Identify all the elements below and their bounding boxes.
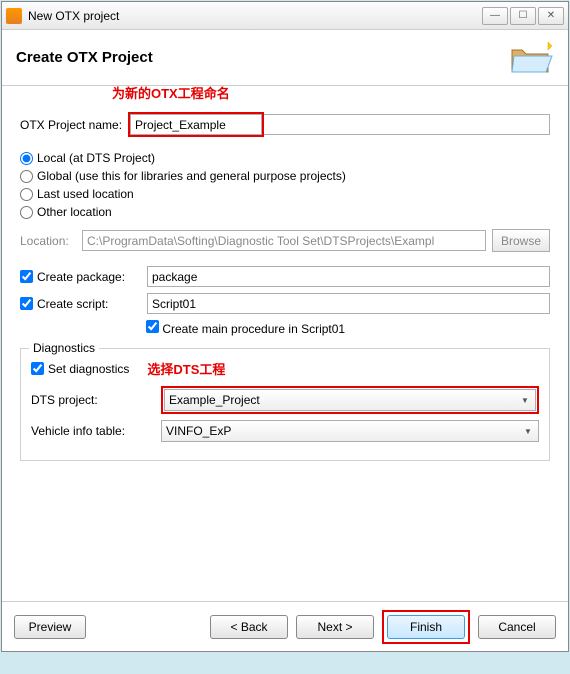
create-package-checkbox[interactable]: [20, 270, 33, 283]
location-radio-group: Local (at DTS Project) Global (use this …: [20, 151, 550, 219]
dts-project-combo[interactable]: Example_Project ▼: [164, 389, 536, 411]
radio-last[interactable]: Last used location: [20, 187, 550, 201]
app-icon: [6, 8, 22, 24]
chevron-down-icon: ▼: [520, 423, 536, 439]
next-button[interactable]: Next >: [296, 615, 374, 639]
diagnostics-fieldset: Diagnostics Set diagnostics 选择DTS工程 DTS …: [20, 348, 550, 461]
set-diagnostics-label: Set diagnostics: [48, 362, 129, 376]
vehicle-info-value: VINFO_ExP: [166, 424, 231, 438]
main-procedure-label: Create main procedure in Script01: [162, 322, 345, 336]
radio-other-input[interactable]: [20, 206, 33, 219]
dts-project-label: DTS project:: [31, 393, 161, 407]
dialog-title: Create OTX Project: [16, 49, 508, 66]
titlebar-text: New OTX project: [28, 9, 482, 23]
dialog-content: 为新的OTX工程命名 OTX Project name: Local (at D…: [2, 86, 568, 461]
radio-last-label: Last used location: [37, 187, 134, 201]
radio-global-input[interactable]: [20, 170, 33, 183]
diagnostics-legend: Diagnostics: [29, 341, 99, 355]
project-name-row: OTX Project name:: [20, 112, 550, 137]
annotation-name-hint: 为新的OTX工程命名: [112, 83, 230, 102]
set-diagnostics-row: Set diagnostics 选择DTS工程: [31, 359, 539, 378]
radio-last-input[interactable]: [20, 188, 33, 201]
script-name-input[interactable]: [147, 293, 550, 314]
set-diagnostics-checkbox[interactable]: [31, 362, 44, 375]
vehicle-info-label: Vehicle info table:: [31, 424, 161, 438]
finish-button[interactable]: Finish: [387, 615, 465, 639]
radio-local-input[interactable]: [20, 152, 33, 165]
location-label: Location:: [20, 234, 76, 248]
vehicle-info-row: Vehicle info table: VINFO_ExP ▼: [31, 420, 539, 442]
project-name-label: OTX Project name:: [20, 118, 122, 132]
package-name-input[interactable]: [147, 266, 550, 287]
create-package-row: Create package:: [20, 266, 550, 287]
dialog-window: New OTX project — ☐ ✕ Create OTX Project…: [1, 1, 569, 652]
button-bar: Preview < Back Next > Finish Cancel: [2, 601, 568, 651]
dts-project-row: DTS project: Example_Project ▼: [31, 386, 539, 414]
create-script-label: Create script:: [37, 297, 147, 311]
location-input: [82, 230, 486, 251]
folder-icon: [508, 40, 554, 76]
finish-highlight: Finish: [382, 610, 470, 644]
radio-global[interactable]: Global (use this for libraries and gener…: [20, 169, 550, 183]
chevron-down-icon: ▼: [517, 392, 533, 408]
browse-button: Browse: [492, 229, 550, 252]
main-procedure-checkbox[interactable]: [146, 320, 159, 333]
minimize-button[interactable]: —: [482, 7, 508, 25]
vehicle-info-combo[interactable]: VINFO_ExP ▼: [161, 420, 539, 442]
radio-local-label: Local (at DTS Project): [37, 151, 155, 165]
create-script-checkbox[interactable]: [20, 297, 33, 310]
create-package-label: Create package:: [37, 270, 147, 284]
project-name-input[interactable]: [130, 114, 262, 135]
dialog-header: Create OTX Project: [2, 30, 568, 86]
create-script-row: Create script:: [20, 293, 550, 314]
window-controls: — ☐ ✕: [482, 7, 564, 25]
preview-button[interactable]: Preview: [14, 615, 86, 639]
main-procedure-row: Create main procedure in Script01: [146, 320, 550, 336]
project-name-input-ext[interactable]: [264, 114, 550, 135]
radio-local[interactable]: Local (at DTS Project): [20, 151, 550, 165]
back-button[interactable]: < Back: [210, 615, 288, 639]
maximize-button[interactable]: ☐: [510, 7, 536, 25]
annotation-dts-hint: 选择DTS工程: [147, 359, 225, 378]
radio-other-label: Other location: [37, 205, 112, 219]
location-row: Location: Browse: [20, 229, 550, 252]
titlebar: New OTX project — ☐ ✕: [2, 2, 568, 30]
radio-global-label: Global (use this for libraries and gener…: [37, 169, 346, 183]
cancel-button[interactable]: Cancel: [478, 615, 556, 639]
dts-project-value: Example_Project: [169, 393, 260, 407]
close-button[interactable]: ✕: [538, 7, 564, 25]
radio-other[interactable]: Other location: [20, 205, 550, 219]
